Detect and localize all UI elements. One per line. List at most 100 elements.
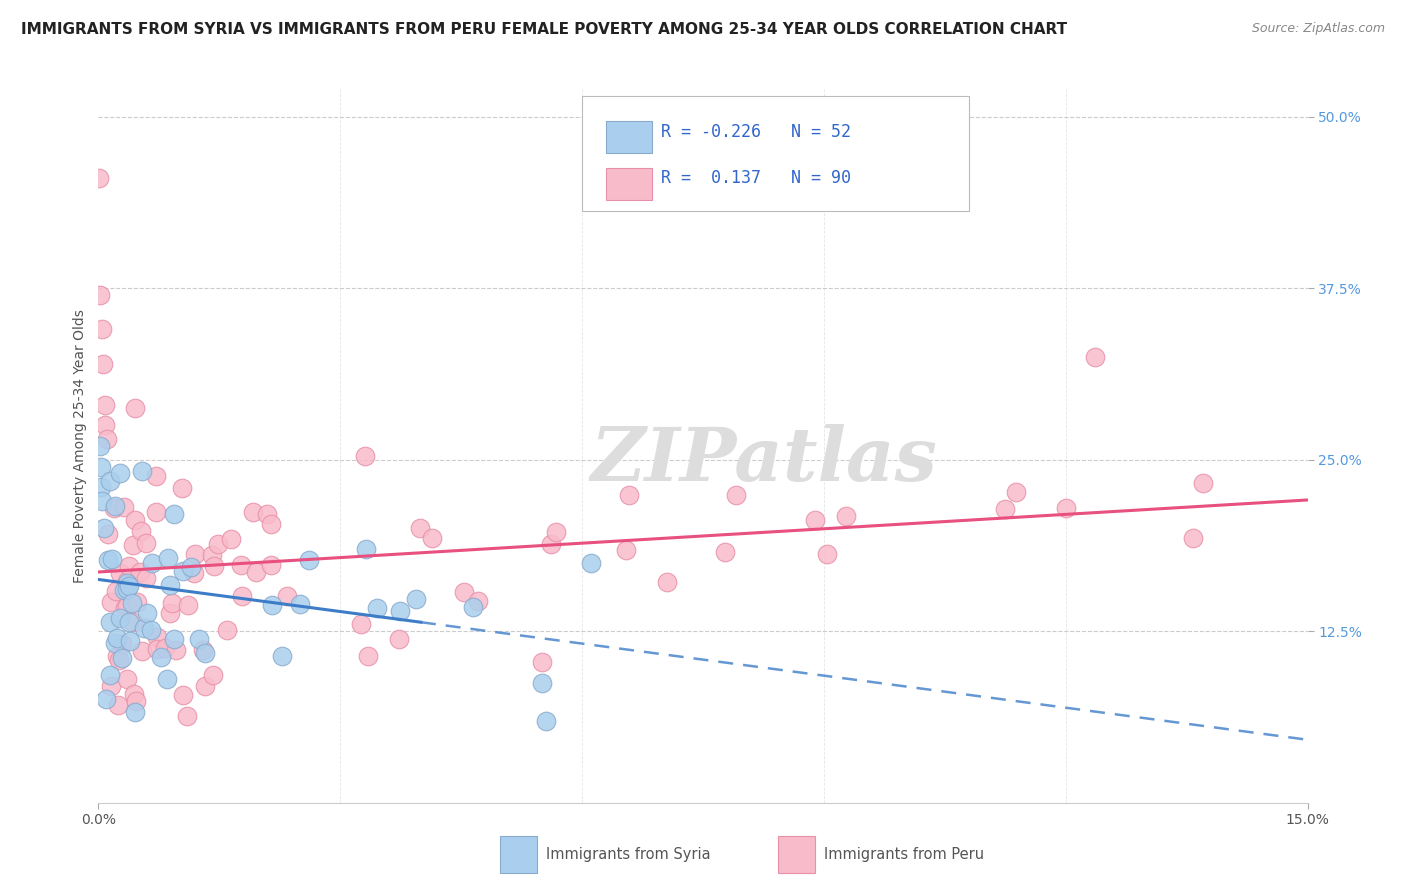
- Point: [103, 501, 125, 516]
- Point: [183, 566, 205, 580]
- Point: [614, 542, 637, 557]
- Point: [91, 494, 114, 508]
- Point: [160, 595, 183, 609]
- Point: [1192, 475, 1215, 490]
- Point: [112, 583, 135, 598]
- Point: [229, 558, 252, 573]
- Point: [122, 615, 145, 629]
- Point: [366, 601, 388, 615]
- Point: [141, 556, 163, 570]
- Point: [298, 553, 321, 567]
- Point: [159, 606, 181, 620]
- Point: [122, 687, 145, 701]
- FancyBboxPatch shape: [606, 168, 652, 200]
- Point: [114, 601, 136, 615]
- Point: [87, 171, 110, 186]
- Point: [262, 598, 284, 612]
- FancyBboxPatch shape: [606, 121, 652, 153]
- Point: [90, 480, 112, 494]
- Point: [815, 547, 838, 561]
- Point: [803, 513, 825, 527]
- Point: [453, 585, 475, 599]
- Point: [405, 592, 427, 607]
- Point: [100, 679, 122, 693]
- Point: [994, 502, 1017, 516]
- Point: [96, 432, 118, 446]
- Point: [110, 610, 132, 624]
- Point: [409, 521, 432, 535]
- Point: [110, 467, 132, 481]
- Point: [260, 516, 283, 531]
- Point: [118, 559, 141, 574]
- Point: [114, 500, 136, 514]
- Point: [94, 398, 117, 412]
- Point: [139, 623, 162, 637]
- Point: [111, 650, 134, 665]
- Point: [260, 558, 283, 572]
- Point: [540, 537, 562, 551]
- Point: [100, 551, 122, 566]
- Point: [118, 615, 141, 629]
- Point: [349, 617, 371, 632]
- FancyBboxPatch shape: [582, 96, 969, 211]
- Point: [132, 621, 155, 635]
- Point: [128, 565, 150, 579]
- Point: [157, 550, 180, 565]
- Text: Source: ZipAtlas.com: Source: ZipAtlas.com: [1251, 22, 1385, 36]
- Point: [131, 524, 153, 539]
- Point: [131, 644, 153, 658]
- Point: [461, 600, 484, 615]
- Point: [288, 597, 311, 611]
- Point: [124, 512, 146, 526]
- Point: [176, 709, 198, 723]
- Point: [94, 692, 117, 706]
- Point: [100, 595, 122, 609]
- Point: [103, 499, 125, 513]
- Point: [534, 714, 557, 728]
- Point: [156, 672, 179, 686]
- Point: [356, 541, 378, 556]
- Point: [231, 589, 253, 603]
- Point: [120, 634, 142, 648]
- Point: [201, 668, 224, 682]
- Point: [177, 598, 200, 612]
- Point: [93, 521, 115, 535]
- FancyBboxPatch shape: [778, 837, 815, 872]
- Point: [530, 655, 553, 669]
- Point: [530, 676, 553, 690]
- Point: [271, 648, 294, 663]
- Point: [242, 505, 264, 519]
- Y-axis label: Female Poverty Among 25-34 Year Olds: Female Poverty Among 25-34 Year Olds: [73, 309, 87, 583]
- Point: [835, 509, 858, 524]
- Point: [98, 474, 121, 488]
- Point: [90, 459, 112, 474]
- Point: [544, 524, 567, 539]
- Point: [145, 469, 167, 483]
- Point: [256, 507, 278, 521]
- Point: [145, 505, 167, 519]
- Point: [1084, 350, 1107, 364]
- Point: [136, 607, 159, 621]
- Point: [422, 531, 444, 545]
- Point: [1054, 501, 1077, 516]
- Text: Immigrants from Peru: Immigrants from Peru: [824, 847, 984, 863]
- Point: [1182, 531, 1205, 545]
- Point: [170, 481, 193, 495]
- Point: [121, 538, 143, 552]
- Point: [127, 595, 149, 609]
- Point: [98, 667, 121, 681]
- Text: R =  0.137   N = 90: R = 0.137 N = 90: [661, 169, 851, 187]
- Point: [713, 545, 735, 559]
- Point: [131, 464, 153, 478]
- Point: [201, 548, 224, 562]
- Point: [104, 584, 127, 599]
- Text: IMMIGRANTS FROM SYRIA VS IMMIGRANTS FROM PERU FEMALE POVERTY AMONG 25-34 YEAR OL: IMMIGRANTS FROM SYRIA VS IMMIGRANTS FROM…: [21, 22, 1067, 37]
- Point: [221, 533, 243, 547]
- Point: [108, 566, 131, 580]
- Point: [194, 646, 217, 660]
- Point: [91, 322, 114, 336]
- Point: [135, 536, 157, 550]
- Point: [149, 650, 172, 665]
- Point: [121, 597, 143, 611]
- Point: [193, 643, 215, 657]
